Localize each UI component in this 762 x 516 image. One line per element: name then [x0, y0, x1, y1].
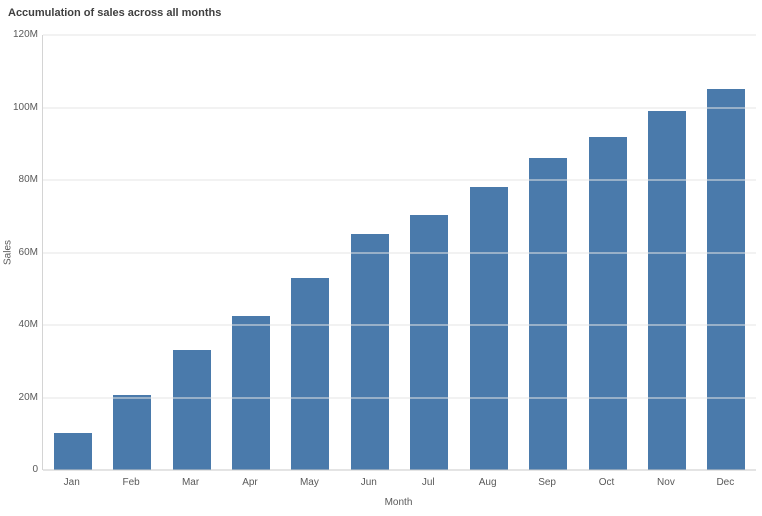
x-axis-title: Month: [384, 497, 413, 508]
bar-slot: [162, 35, 221, 470]
plot-area: [42, 34, 756, 471]
bar-jun[interactable]: [350, 234, 389, 470]
x-tick-label: Jan: [63, 477, 80, 488]
bar-feb[interactable]: [113, 394, 152, 470]
bar-slot: [400, 35, 459, 470]
x-tick-label: Mar: [181, 477, 200, 488]
gridline: [43, 324, 756, 326]
bar-apr[interactable]: [231, 315, 270, 470]
bar-slot: [518, 35, 577, 470]
bar-may[interactable]: [291, 277, 330, 470]
bar-slot: [221, 35, 280, 470]
bar-slot: [459, 35, 518, 470]
bar-slot: [340, 35, 399, 470]
bar-nov[interactable]: [647, 111, 686, 470]
x-tick-label: Sep: [538, 477, 556, 488]
y-axis: 0 20M 40M 60M 80M 100M 120M: [0, 30, 38, 475]
gridline: [43, 252, 756, 253]
chart-title: Accumulation of sales across all months: [8, 7, 222, 19]
bar-aug[interactable]: [469, 187, 508, 470]
bar-slot: [637, 35, 696, 470]
gridline: [43, 397, 756, 399]
x-tick-label: Oct: [598, 477, 615, 488]
bar-slot: [102, 35, 161, 470]
x-tick-label: Dec: [716, 477, 735, 488]
y-tick-label: 0: [32, 464, 38, 475]
y-tick-label: 120M: [12, 29, 38, 40]
bar-jan[interactable]: [53, 432, 92, 470]
x-tick-label: Jun: [360, 477, 377, 488]
x-tick-label: Aug: [478, 477, 497, 488]
bars: [43, 35, 756, 470]
x-tick-label: Apr: [242, 477, 258, 488]
gridline: [43, 34, 756, 36]
y-tick-label: 40M: [18, 319, 38, 331]
y-tick-label: 60M: [18, 246, 38, 258]
gridline: [43, 107, 756, 108]
x-tick-label: Nov: [657, 477, 675, 488]
gridline: [43, 179, 756, 181]
bar-sep[interactable]: [529, 158, 568, 470]
bar-oct[interactable]: [588, 136, 627, 470]
bar-slot: [697, 35, 756, 470]
bar-dec[interactable]: [707, 89, 746, 470]
y-tick-label: 80M: [18, 174, 38, 186]
gridline: [43, 469, 756, 471]
bar-jul[interactable]: [410, 215, 449, 470]
x-tick-label: Feb: [122, 477, 140, 488]
bar-mar[interactable]: [172, 350, 211, 470]
y-tick-label: 100M: [12, 101, 38, 113]
bar-slot: [578, 35, 637, 470]
x-axis-labels: Jan Feb Mar Apr May Jun Jul Aug Sep Oct Nov Dec: [42, 477, 755, 488]
bar-slot: [43, 35, 102, 470]
x-tick-label: Jul: [421, 477, 435, 488]
bar-slot: [281, 35, 340, 470]
y-tick-label: 20M: [18, 391, 38, 403]
x-tick-label: May: [299, 477, 319, 488]
